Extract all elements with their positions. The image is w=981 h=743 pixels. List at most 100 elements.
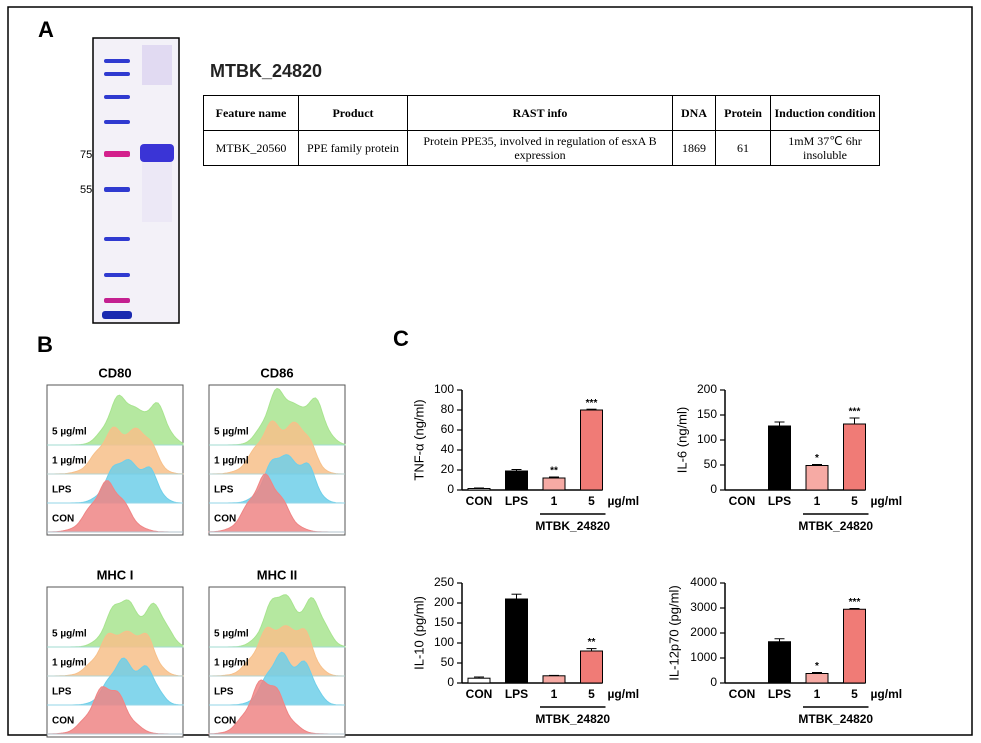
y-tick-label: 0 xyxy=(447,482,454,496)
x-tick-label: LPS xyxy=(768,494,791,508)
row-label: 5 µg/ml xyxy=(52,629,87,640)
figure-border xyxy=(7,6,973,736)
row-label: LPS xyxy=(214,687,234,698)
y-tick-label: 50 xyxy=(441,655,455,669)
row-label: LPS xyxy=(52,485,72,496)
significance: ** xyxy=(550,466,558,477)
group-label: MTBK_24820 xyxy=(798,519,873,533)
row-label: LPS xyxy=(214,485,234,496)
y-tick-label: 200 xyxy=(434,595,454,609)
header-cell: RAST info xyxy=(407,95,673,131)
bar xyxy=(580,409,603,491)
y-tick-label: 250 xyxy=(434,575,454,589)
y-axis-label: IL-10 (pg/ml) xyxy=(411,596,426,670)
header-cell: Protein xyxy=(715,95,771,131)
feature-table: Feature name Product RAST info DNA Prote… xyxy=(203,95,880,166)
bar xyxy=(505,470,528,491)
table-cell: MTBK_20560 xyxy=(203,130,299,166)
significance: *** xyxy=(849,597,861,608)
x-tick-label: 5 xyxy=(588,687,595,701)
bar xyxy=(505,598,528,684)
marker-band xyxy=(104,273,130,277)
significance: *** xyxy=(849,407,861,418)
y-tick-label: 20 xyxy=(441,462,455,476)
y-axis-label: TNF-α (ng/ml) xyxy=(411,399,426,480)
histogram xyxy=(47,426,184,475)
row-label: CON xyxy=(214,514,236,525)
marker-band xyxy=(104,187,130,192)
histogram xyxy=(209,625,345,677)
histogram xyxy=(47,630,184,677)
x-tick-label: 5 xyxy=(588,494,595,508)
row-label: 5 µg/ml xyxy=(214,427,249,438)
y-axis-label: IL-12p70 (pg/ml) xyxy=(666,585,681,680)
flow-title: CD80 xyxy=(98,365,131,380)
table-cell: Protein PPE35, involved in regulation of… xyxy=(407,130,673,166)
y-tick-label: 50 xyxy=(704,457,718,471)
panel-label: C xyxy=(393,326,409,351)
bar xyxy=(843,423,866,491)
header-cell: Feature name xyxy=(203,95,299,131)
group-label: MTBK_24820 xyxy=(535,712,610,726)
header-cell: Product xyxy=(298,95,408,131)
unit-label: µg/ml xyxy=(871,687,903,701)
row-label: CON xyxy=(214,716,236,727)
x-tick-label: 5 xyxy=(851,494,858,508)
y-tick-label: 40 xyxy=(441,442,455,456)
marker-band xyxy=(102,311,132,319)
x-tick-label: 1 xyxy=(814,494,821,508)
x-tick-label: CON xyxy=(729,687,756,701)
marker-lane xyxy=(102,59,132,319)
significance: ** xyxy=(588,637,596,648)
row-label: 5 µg/ml xyxy=(214,629,249,640)
y-tick-label: 80 xyxy=(441,402,455,416)
bar xyxy=(467,488,491,491)
row-label: 1 µg/ml xyxy=(214,658,249,669)
header-cell: DNA xyxy=(672,95,716,131)
bar xyxy=(768,641,791,684)
significance: *** xyxy=(586,398,598,409)
y-tick-label: 0 xyxy=(710,482,717,496)
y-tick-label: 100 xyxy=(434,382,454,396)
marker-band xyxy=(104,72,130,76)
marker-band xyxy=(104,59,130,63)
y-tick-label: 3000 xyxy=(690,600,717,614)
flow-title: MHC II xyxy=(257,567,297,582)
table-cell: 1mM 37℃ 6hr insoluble xyxy=(770,130,880,166)
marker-label: 75 xyxy=(80,149,92,161)
x-tick-label: CON xyxy=(466,494,493,508)
panel-label: B xyxy=(37,332,53,357)
y-tick-label: 150 xyxy=(697,407,717,421)
bar xyxy=(843,608,866,684)
y-tick-label: 0 xyxy=(447,675,454,689)
marker-band xyxy=(104,298,130,303)
table-cell: PPE family protein xyxy=(298,130,408,166)
x-tick-label: 1 xyxy=(551,687,558,701)
significance: * xyxy=(815,661,819,672)
row-label: 1 µg/ml xyxy=(52,658,87,669)
flow-title: CD86 xyxy=(260,365,293,380)
bar xyxy=(805,465,829,491)
y-tick-label: 2000 xyxy=(690,625,717,639)
panel-label: A xyxy=(38,17,54,42)
row-label: 1 µg/ml xyxy=(214,456,249,467)
bar xyxy=(768,425,791,491)
marker-band xyxy=(104,151,130,157)
protein-title: MTBK_24820 xyxy=(210,61,322,81)
table-cell: 1869 xyxy=(672,130,716,166)
y-tick-label: 4000 xyxy=(690,575,717,589)
y-tick-label: 150 xyxy=(434,615,454,629)
row-label: 5 µg/ml xyxy=(52,427,87,438)
row-label: 1 µg/ml xyxy=(52,456,87,467)
significance: * xyxy=(815,453,819,464)
x-tick-label: LPS xyxy=(768,687,791,701)
table-cell: 61 xyxy=(715,130,771,166)
header-cell: Induction condition xyxy=(770,95,880,131)
gel-band xyxy=(140,144,174,162)
y-axis-label: IL-6 (ng/ml) xyxy=(674,407,689,473)
x-tick-label: LPS xyxy=(505,687,528,701)
gel-smear xyxy=(142,45,172,85)
row-label: LPS xyxy=(52,687,72,698)
